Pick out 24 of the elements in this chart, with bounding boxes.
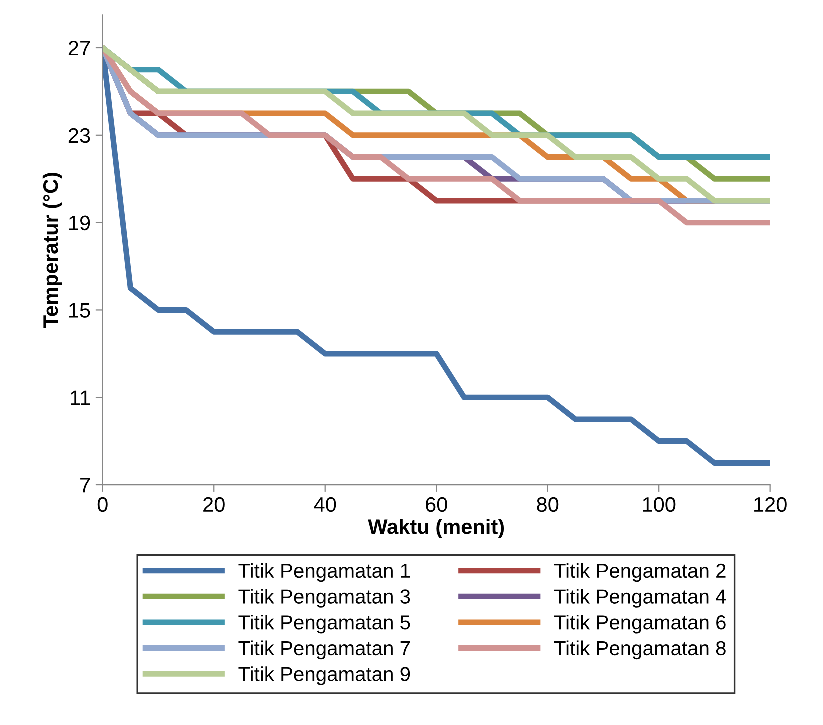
legend-label: Titik Pengamatan 2	[554, 563, 726, 582]
y-tick-label: 7	[80, 478, 90, 493]
x-tick-label: 60	[426, 497, 448, 512]
legend-label: Titik Pengamatan 9	[238, 666, 410, 686]
y-tick-label: 23	[68, 128, 90, 144]
x-tick-label: 40	[314, 497, 336, 512]
x-axis-title: Waktu (menit)	[368, 519, 504, 538]
y-tick-label: 27	[68, 41, 90, 56]
y-tick-label: 19	[69, 216, 90, 231]
y-tick-label: 11	[71, 390, 90, 406]
x-tick-label: 80	[537, 497, 559, 512]
x-tick-label: 120	[754, 497, 787, 512]
legend-label: Titik Pengamatan 3	[238, 589, 410, 608]
x-tick-label: 100	[643, 497, 676, 512]
x-tick-label: 20	[204, 497, 225, 512]
legend-label: Titik Pengamatan 6	[554, 614, 726, 634]
x-tick-label: 0	[98, 497, 108, 512]
legend-label: Titik Pengamatan 4	[554, 589, 726, 608]
legend-label: Titik Pengamatan 1	[238, 563, 410, 582]
y-tick-label: 15	[69, 303, 90, 318]
legend-label: Titik Pengamatan 5	[238, 614, 410, 634]
legend-label: Titik Pengamatan 8	[554, 640, 726, 660]
y-axis-title: Temperatur (°C)	[42, 173, 62, 328]
legend-label: Titik Pengamatan 7	[238, 640, 410, 660]
